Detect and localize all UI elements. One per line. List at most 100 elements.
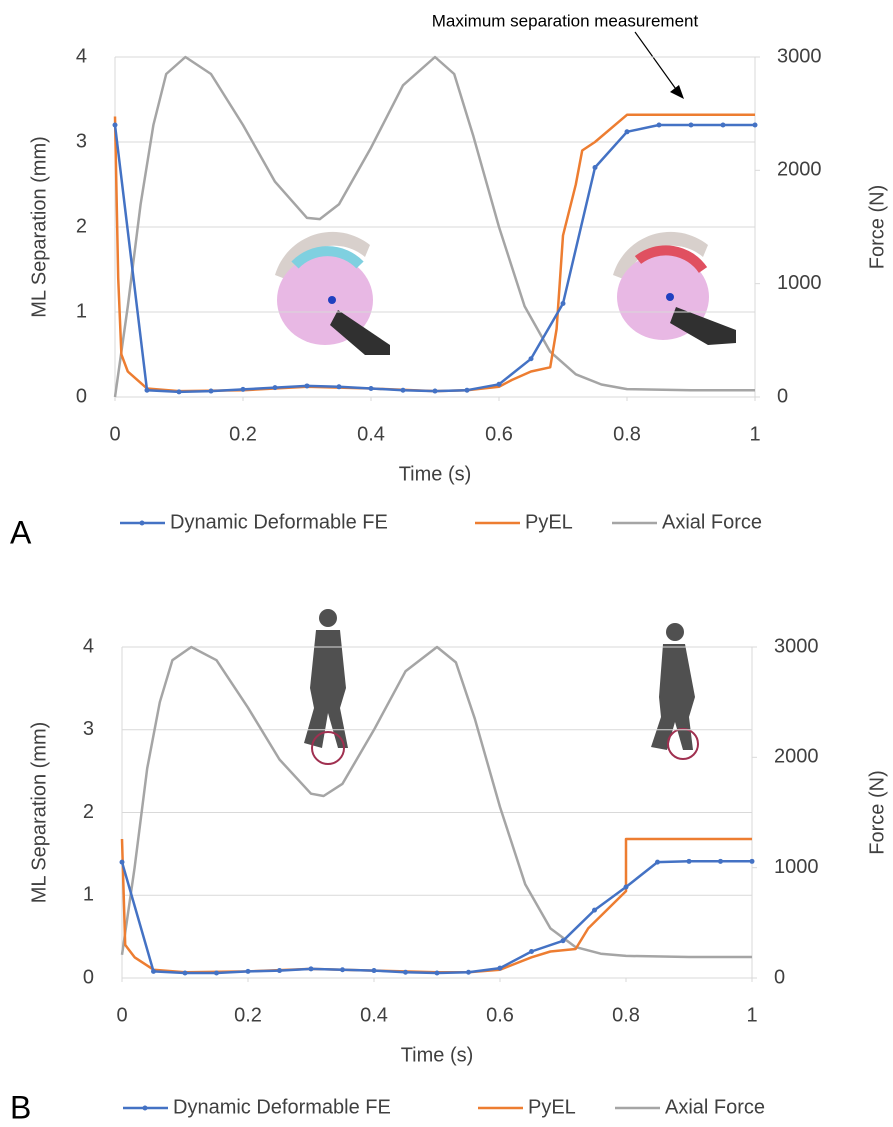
data-point [368, 386, 374, 391]
x-tick-label: 0.2 [234, 1004, 262, 1026]
data-point [176, 389, 182, 395]
x-tick-label: 0 [116, 1004, 127, 1026]
x-tick-label: 0.6 [486, 1004, 514, 1026]
data-point [272, 385, 278, 391]
series-line [120, 645, 752, 959]
y2-tick-label: 1000 [777, 272, 822, 294]
legend-marker [142, 1105, 148, 1111]
data-point [686, 858, 692, 864]
y2-tick-label: 2000 [777, 159, 822, 181]
x-tick-label: 1 [749, 423, 760, 445]
y-tick-label: 3 [83, 718, 94, 740]
y-tick-label: 2 [83, 801, 94, 823]
data-point [304, 383, 310, 389]
y2-axis-title: Force (N) [866, 185, 888, 269]
legend-label: Axial Force [662, 511, 762, 533]
implant-illustration [275, 231, 390, 355]
data-point [371, 968, 377, 974]
x-axis-title: Time (s) [401, 1044, 474, 1066]
walking-figure [304, 609, 348, 765]
y-tick-label: 1 [83, 884, 94, 906]
data-point [464, 387, 470, 393]
data-point [400, 387, 406, 393]
data-point [528, 356, 534, 362]
data-point [656, 122, 662, 128]
y-axis-title: ML Separation (mm) [28, 722, 50, 904]
x-tick-label: 0.2 [229, 423, 257, 445]
y2-tick-label: 3000 [777, 45, 822, 67]
data-point [560, 301, 566, 306]
annotation-arrowhead [670, 85, 684, 99]
y2-tick-label: 0 [774, 966, 785, 988]
x-tick-label: 0.6 [485, 423, 513, 445]
x-tick-label: 1 [746, 1004, 757, 1026]
data-point [432, 388, 438, 394]
panel-label: A [10, 514, 32, 550]
series-line [120, 837, 752, 974]
legend-label: Axial Force [665, 1096, 765, 1118]
y-tick-label: 1 [76, 300, 87, 322]
data-point [240, 386, 246, 392]
y2-tick-label: 0 [777, 385, 788, 407]
y-tick-label: 2 [76, 215, 87, 237]
x-tick-label: 0.4 [360, 1004, 388, 1026]
data-point [340, 967, 345, 973]
annotation-arrow [634, 31, 679, 93]
data-point [592, 165, 598, 170]
y-tick-label: 3 [76, 130, 87, 152]
y-axis-title: ML Separation (mm) [28, 136, 50, 318]
data-point [655, 859, 660, 865]
annotation: Maximum separation measurement [432, 11, 699, 30]
data-point [119, 859, 125, 865]
y2-axis-title: Force (N) [866, 770, 888, 854]
legend-label: Dynamic Deformable FE [170, 511, 388, 533]
y-tick-label: 4 [76, 45, 87, 67]
implant-illustration [613, 231, 736, 345]
x-axis-title: Time (s) [399, 463, 472, 485]
data-point [624, 129, 630, 135]
data-point [688, 122, 694, 128]
data-point [434, 970, 440, 976]
x-tick-label: 0 [109, 423, 120, 445]
data-point [720, 122, 726, 128]
series-line [113, 113, 755, 393]
y-tick-label: 0 [76, 385, 87, 407]
data-point [497, 965, 503, 971]
data-point [214, 970, 219, 976]
legend-label: PyEL [528, 1096, 576, 1118]
data-point [151, 968, 156, 974]
data-point [308, 966, 314, 972]
walking-figure [651, 623, 699, 760]
x-tick-label: 0.8 [613, 423, 641, 445]
data-point [496, 381, 502, 387]
series-line [113, 55, 755, 398]
legend-label: Dynamic Deformable FE [173, 1096, 391, 1118]
data-point [560, 938, 566, 944]
data-point [245, 968, 251, 974]
data-point [749, 858, 755, 864]
y2-tick-label: 2000 [774, 746, 819, 768]
data-point [592, 907, 597, 913]
data-point [277, 968, 282, 974]
y-tick-label: 4 [83, 635, 94, 657]
data-point [466, 969, 471, 975]
y-tick-label: 0 [83, 966, 94, 988]
x-tick-label: 0.8 [612, 1004, 640, 1026]
data-point [144, 387, 150, 393]
panel-label: B [10, 1089, 31, 1125]
data-point [403, 969, 408, 975]
data-point [112, 122, 118, 128]
y2-tick-label: 3000 [774, 635, 819, 657]
y2-tick-label: 1000 [774, 856, 819, 878]
legend-label: PyEL [525, 511, 573, 533]
data-point [208, 388, 214, 394]
data-point [718, 858, 723, 864]
data-point [623, 884, 629, 890]
data-point [336, 384, 342, 390]
data-point [529, 949, 534, 955]
data-point [182, 970, 188, 976]
x-tick-label: 0.4 [357, 423, 385, 445]
legend-marker [139, 520, 145, 526]
data-point [752, 122, 758, 128]
